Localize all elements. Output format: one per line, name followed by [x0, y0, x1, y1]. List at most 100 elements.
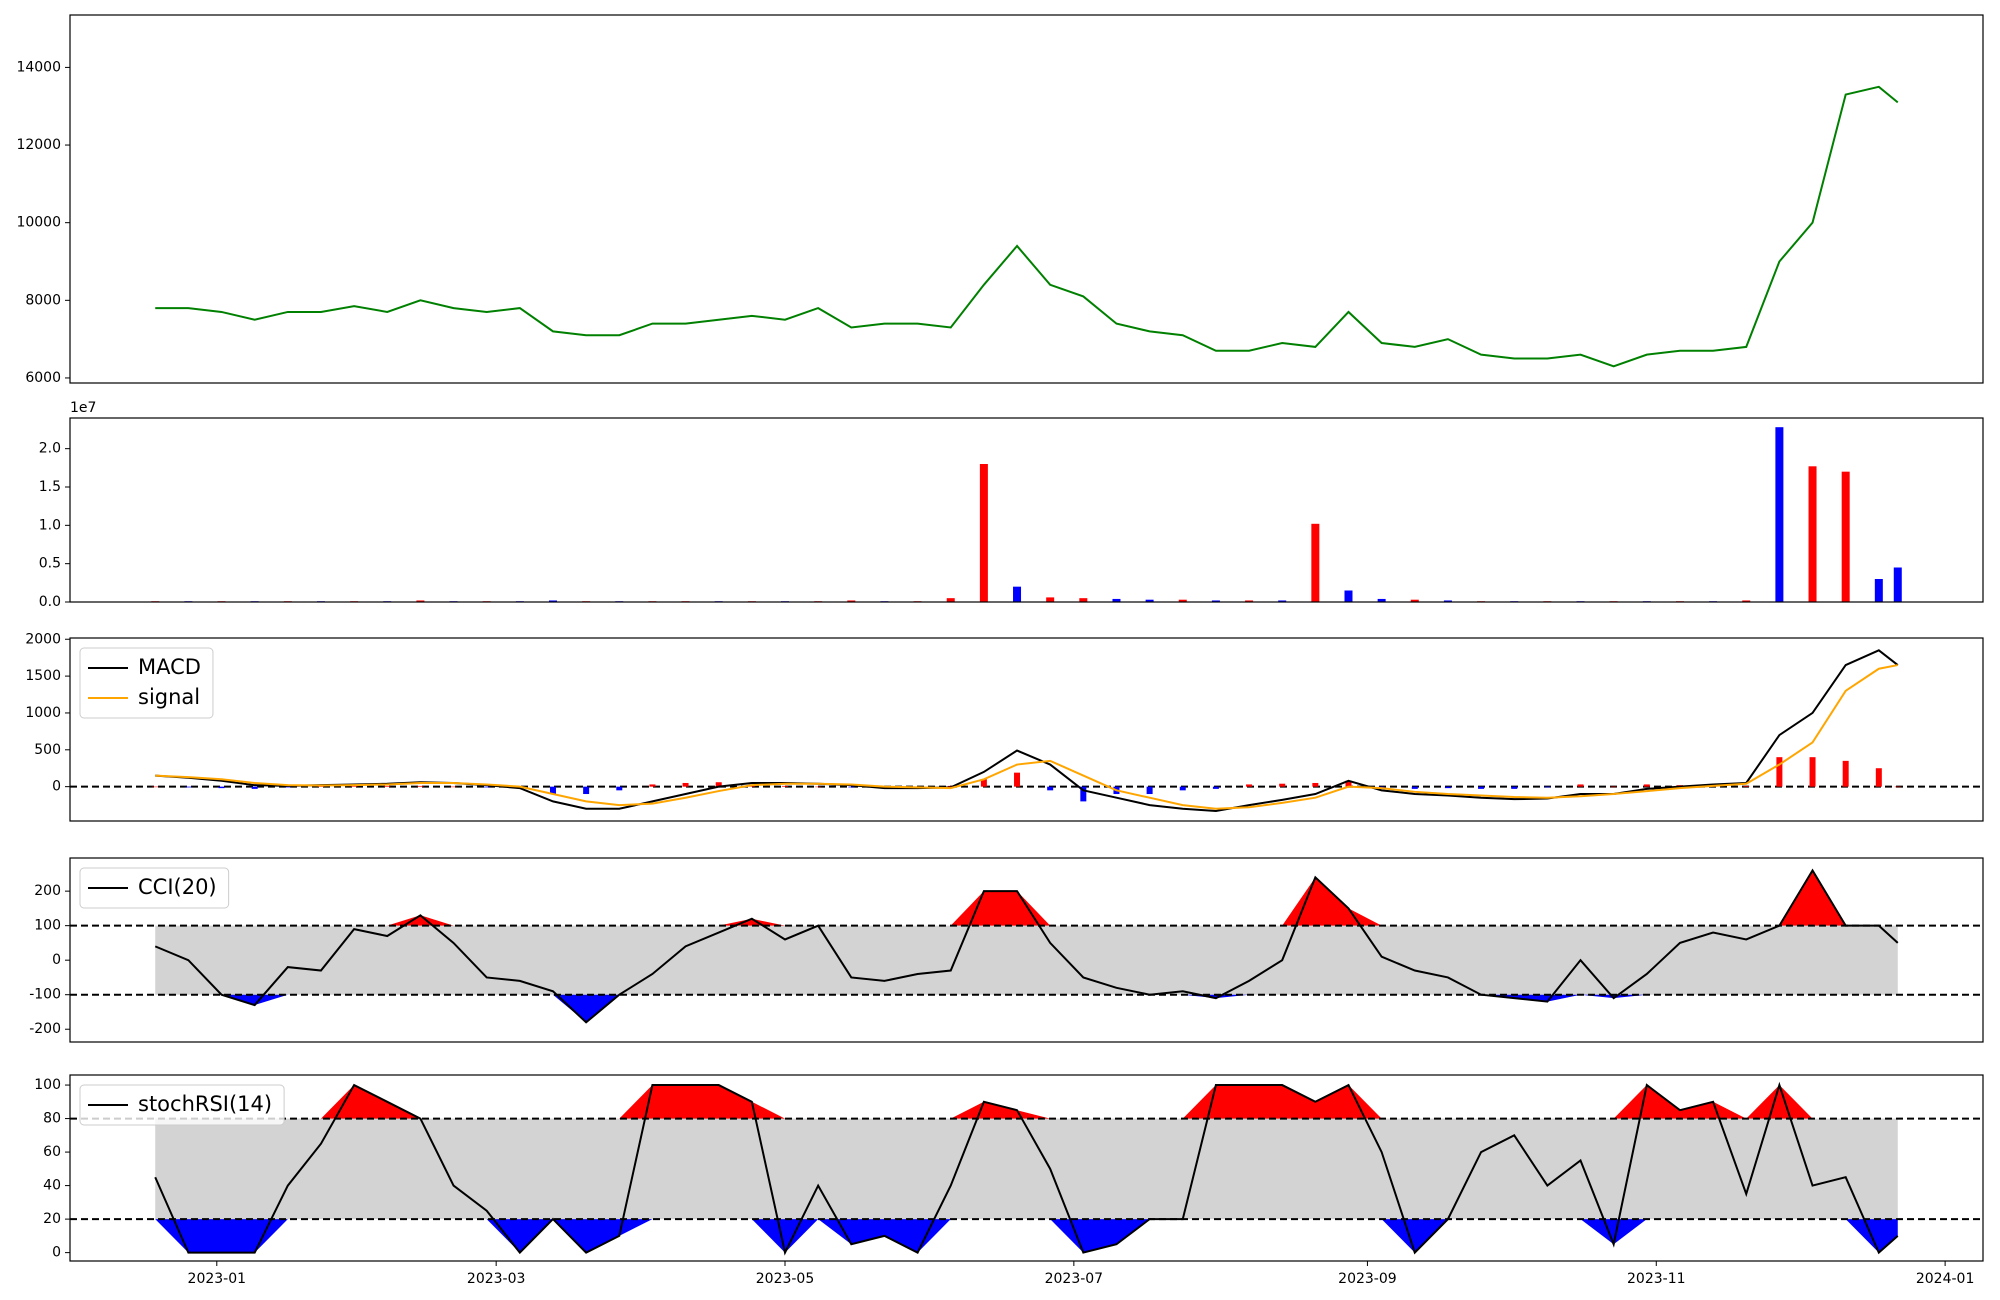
histogram-bar — [1411, 786, 1418, 789]
legend: CCI(20) — [79, 867, 230, 909]
series-line — [155, 85, 1899, 368]
histogram-bar — [616, 786, 623, 791]
histogram-bar — [351, 785, 358, 787]
histogram-bar — [284, 786, 291, 788]
volume-bar — [1046, 597, 1055, 602]
volume-bar — [1311, 523, 1320, 602]
histogram-bar — [583, 786, 590, 795]
y-tick-label: -100 — [29, 987, 61, 1003]
histogram-bar — [1345, 780, 1352, 787]
x-tick-label: 2023-09 — [1338, 1271, 1397, 1287]
volume-bar — [1841, 471, 1850, 602]
histogram-bar — [1080, 786, 1087, 802]
y-tick-label: 80 — [43, 1111, 61, 1127]
legend-box — [79, 1084, 285, 1126]
y-tick-label: 0 — [52, 779, 61, 795]
legend: stochRSI(14) — [79, 1084, 285, 1126]
x-tick-label: 2023-05 — [756, 1271, 815, 1287]
histogram-bar — [1212, 786, 1219, 789]
panel: -200 -100 0 100 200 CCI(20) — [29, 857, 1984, 1043]
y-tick-label: 1.5 — [39, 479, 61, 495]
histogram-bar — [1610, 786, 1617, 788]
volume-bar — [1344, 590, 1353, 602]
volume-bar — [1808, 466, 1817, 602]
legend-box — [79, 867, 230, 909]
legend: MACD signal — [79, 647, 214, 719]
y-tick-label: 20 — [43, 1211, 61, 1227]
volume-bar — [1112, 598, 1121, 602]
panel: 0 500 1000 1500 2000 MACD signal — [25, 631, 1984, 822]
y-tick-label: 40 — [43, 1178, 61, 1194]
panel: 0.0 0.5 1.0 1.5 2.0 1e7 — [39, 400, 1984, 610]
y-tick-label: 0.0 — [39, 594, 61, 610]
histogram-bar — [417, 785, 424, 787]
histogram-bar — [1842, 760, 1849, 787]
y-tick-label: 200 — [34, 883, 61, 899]
histogram-bar — [1179, 786, 1186, 791]
histogram-bar — [1743, 785, 1750, 787]
series-line — [154, 1081, 1899, 1256]
y-tick-label: -200 — [29, 1021, 61, 1037]
histogram-bar — [1511, 786, 1518, 789]
oversold-fill — [155, 994, 1898, 1023]
axis-offset-label: 1e7 — [70, 400, 96, 416]
histogram-bar — [549, 786, 556, 795]
y-tick-label: 2.0 — [39, 441, 61, 457]
legend-label: stochRSI(14) — [138, 1092, 272, 1116]
axes-frame — [69, 857, 1984, 1043]
volume-bar — [1145, 599, 1154, 602]
histogram-bar — [1544, 786, 1551, 788]
y-tick-label: 8000 — [25, 292, 61, 308]
histogram-bar — [1146, 786, 1153, 795]
volume-bar — [1775, 427, 1784, 602]
panel: 0 20 40 60 80 100 2023-01 2023-03 2023-05 2023-07… — [34, 1074, 1984, 1287]
y-tick-label: 500 — [34, 742, 61, 758]
y-tick-label: 10000 — [16, 215, 61, 231]
x-tick-label: 2023-03 — [467, 1271, 526, 1287]
level-band — [155, 925, 1898, 995]
histogram-bar — [185, 786, 192, 788]
panel: 6000 8000 10000 12000 14000 — [16, 14, 1984, 386]
overbought-fill — [155, 1085, 1898, 1119]
volume-bar — [1893, 567, 1902, 602]
volume-bar — [1443, 600, 1452, 602]
volume-bar — [1874, 579, 1883, 602]
histogram-bar — [1246, 784, 1253, 787]
volume-bar — [1278, 600, 1287, 602]
axes-frame — [69, 14, 1984, 384]
histogram-bar — [1279, 783, 1286, 787]
volume-bar — [1742, 600, 1751, 602]
axes-frame — [69, 1074, 1984, 1262]
histogram-bar — [218, 786, 225, 789]
series-line — [154, 868, 1899, 1024]
histogram-bar — [649, 784, 656, 787]
histogram-bar — [848, 786, 855, 788]
histogram-bar — [1312, 782, 1319, 787]
volume-bar — [548, 600, 557, 602]
volume-bar — [416, 600, 425, 602]
y-tick-label: 1500 — [25, 668, 61, 684]
series-line — [155, 664, 1898, 810]
legend-label: MACD — [138, 655, 201, 679]
histogram-bar — [947, 785, 954, 787]
histogram-bar — [1444, 786, 1451, 789]
x-tick-label: 2023-07 — [1045, 1271, 1104, 1287]
y-tick-label: 0 — [52, 1245, 61, 1261]
volume-bar — [1211, 600, 1220, 602]
volume-bar — [946, 598, 955, 602]
overbought-fill — [155, 870, 1898, 926]
histogram-bar — [815, 786, 822, 788]
y-tick-label: 0.5 — [39, 556, 61, 572]
histogram-bar — [1577, 784, 1584, 787]
oversold-fill — [155, 1219, 1898, 1253]
histogram-bar — [782, 785, 789, 787]
y-tick-label: 2000 — [25, 631, 61, 647]
histogram-bar — [1478, 786, 1485, 789]
x-tick-label: 2023-11 — [1627, 1271, 1686, 1287]
y-tick-label: 12000 — [16, 137, 61, 153]
y-tick-label: 60 — [43, 1144, 61, 1160]
volume-bar — [1245, 600, 1254, 602]
histogram-bar — [1014, 772, 1021, 787]
histogram-bar — [1875, 768, 1882, 787]
